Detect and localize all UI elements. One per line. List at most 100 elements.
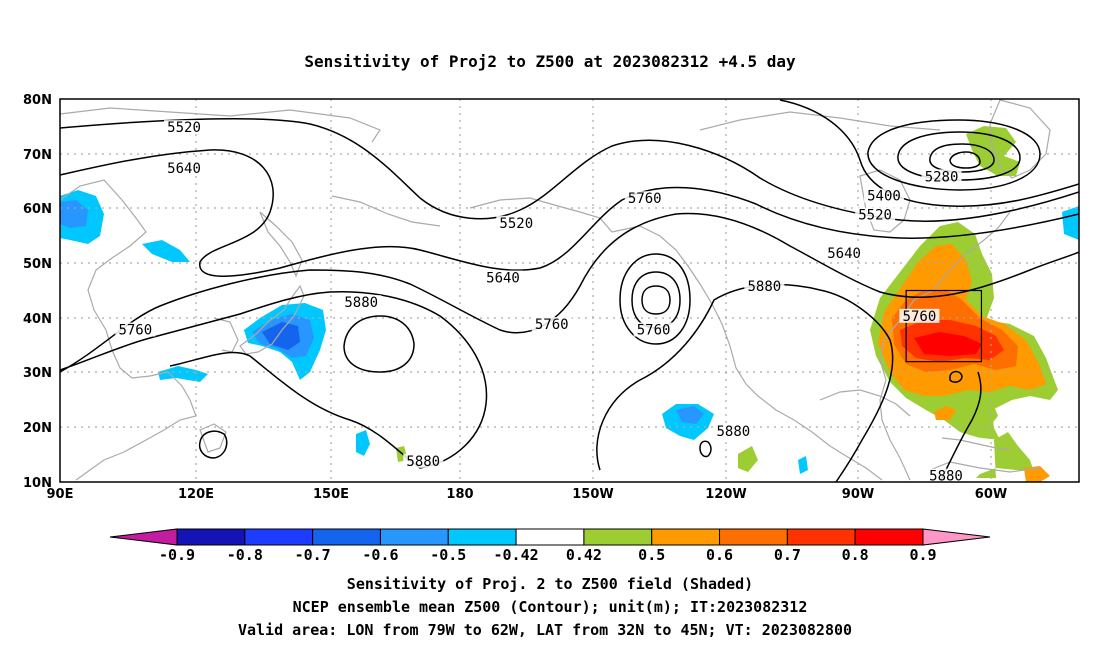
pos-shade-caribbean-orange — [934, 406, 956, 420]
z500-contours — [60, 99, 1079, 482]
contour-5880-west — [60, 290, 488, 469]
colorbar-label: 0.42 — [566, 546, 602, 564]
pos-shade-small-green-1 — [738, 446, 758, 472]
neg-shade-small-3 — [158, 366, 208, 382]
colorbar-swatch — [854, 528, 924, 546]
colorbar-swatch — [312, 528, 381, 546]
colorbar-swatch — [176, 528, 246, 546]
contour-label-bg — [164, 161, 205, 176]
contour-label-bg — [633, 322, 674, 337]
contour-label-5400: 5400 — [867, 188, 901, 204]
neg-shade-siberia-2 — [142, 240, 190, 262]
coast-kamchatka — [259, 211, 303, 278]
contour-label-5520: 5520 — [858, 208, 892, 224]
colorbar-label: 0.9 — [909, 546, 936, 564]
valid-area-box — [905, 289, 983, 363]
contour-label-bg — [855, 207, 896, 222]
colorbar-label: -0.42 — [494, 546, 539, 564]
contour-label-5880: 5880 — [929, 469, 963, 485]
contour-label-5880: 5880 — [344, 295, 378, 311]
contour-label-5880: 5880 — [406, 454, 440, 470]
lon-label-150e: 150E — [313, 487, 349, 502]
contour-5760 — [60, 212, 1079, 373]
pos-shade-south-orange — [1024, 466, 1050, 482]
contour-label-5760: 5760 — [628, 191, 662, 207]
caption-line-3: Valid area: LON from 79W to 62W, LAT fro… — [238, 621, 852, 639]
coast-north-america-west — [611, 225, 883, 481]
caption-line-1: Sensitivity of Proj. 2 to Z500 field (Sh… — [347, 575, 753, 593]
contour-low-ep-2 — [631, 271, 681, 329]
contour-5880-east — [596, 283, 894, 482]
contour-label-5640: 5640 — [827, 246, 861, 262]
map-panel: 5520 5640 5760 5880 5880 5520 5640 5760 5760 5760… — [23, 93, 1080, 502]
contour-label-bg — [921, 169, 962, 184]
map-frame — [59, 98, 1080, 483]
neg-shade-east-pacific-core — [676, 406, 704, 424]
lon-label-90e: 90E — [47, 487, 74, 502]
pos-shade-atlantic-red — [914, 332, 982, 356]
contour-label-bg — [824, 245, 865, 260]
coast-gulf-of-mexico — [819, 389, 911, 417]
contour-labels: 5520 5640 5760 5880 5880 5520 5640 5760 5760 5760… — [115, 120, 966, 485]
coast-korea — [213, 317, 239, 353]
contour-ridge-west — [343, 315, 415, 373]
colorbar-labels: -0.9 -0.8 -0.7 -0.6 -0.5 -0.42 0.42 0.5 0.6 0.7 0.… — [159, 546, 937, 564]
neg-shade-west-pacific-inner — [262, 322, 300, 350]
colorbar-swatch — [244, 528, 314, 546]
lat-label-50n: 50N — [23, 257, 52, 272]
contour-label-5760: 5760 — [637, 323, 671, 339]
lon-label-180: 180 — [446, 487, 473, 502]
contour-label-bg — [164, 120, 205, 135]
contour-label-5760: 5760 — [535, 317, 569, 333]
contour-label-5520: 5520 — [499, 216, 533, 232]
contour-label-5280: 5280 — [925, 169, 959, 185]
contour-label-5520: 5520 — [167, 120, 201, 136]
colorbar-swatch — [515, 528, 585, 546]
coast-north-america-east — [879, 211, 1011, 481]
contour-label-bg — [115, 322, 156, 337]
coast-south-america — [929, 461, 1041, 473]
colorbar-label: -0.9 — [159, 546, 195, 564]
contour-label-bg — [926, 468, 966, 482]
colorbar-label: -0.7 — [295, 546, 331, 564]
pos-shade-south-green — [976, 432, 1034, 478]
lon-label-120e: 120E — [178, 487, 214, 502]
contour-low-ep-1 — [619, 253, 691, 345]
lon-label-60w: 60W — [975, 487, 1007, 502]
coast-arctic-asia — [60, 107, 381, 143]
coast-bering — [331, 195, 441, 227]
contour-label-5880: 5880 — [717, 424, 751, 440]
colorbar-swatch — [786, 528, 856, 546]
lon-label-120w: 120W — [705, 487, 746, 502]
colorbar-swatch — [583, 528, 653, 546]
contour-label-bg — [531, 317, 572, 332]
captions: Sensitivity of Proj. 2 to Z500 field (Sh… — [238, 575, 852, 639]
coast-asia-east — [60, 179, 197, 481]
colorbar-label: 0.8 — [842, 546, 869, 564]
contour-small-caribbean — [949, 370, 963, 383]
contour-label-bg — [403, 453, 444, 468]
contour-label-5640: 5640 — [167, 161, 201, 177]
colorbar-label: -0.8 — [227, 546, 263, 564]
contour-5520 — [60, 118, 1079, 222]
lat-label-30n: 30N — [23, 366, 52, 381]
contour-label-5760: 5760 — [118, 323, 152, 339]
colorbar-label: 0.5 — [638, 546, 665, 564]
colorbar-high-extend — [922, 528, 991, 546]
neg-shade-small-2 — [1062, 206, 1079, 240]
colorbar-label: 0.7 — [774, 546, 801, 564]
contour-label-bg — [744, 278, 785, 293]
figure-title: Sensitivity of Proj2 to Z500 at 20230823… — [304, 52, 796, 71]
pos-shade-north-green — [966, 126, 1020, 176]
contour-label-5880: 5880 — [748, 279, 782, 295]
contour-label-bg — [863, 188, 904, 203]
contour-label-bg — [713, 423, 754, 438]
contour-label-bg — [496, 215, 537, 230]
coast-caribbean — [941, 437, 1011, 451]
colorbar-low-extend — [109, 528, 178, 546]
contour-low-ep-3 — [641, 285, 671, 315]
colorbar-swatch — [651, 528, 721, 546]
contour-label-5760: 5760 — [903, 309, 937, 325]
longitude-axis: 90E 120E 150E 180 150W 120W 90W 60W — [47, 487, 1008, 502]
